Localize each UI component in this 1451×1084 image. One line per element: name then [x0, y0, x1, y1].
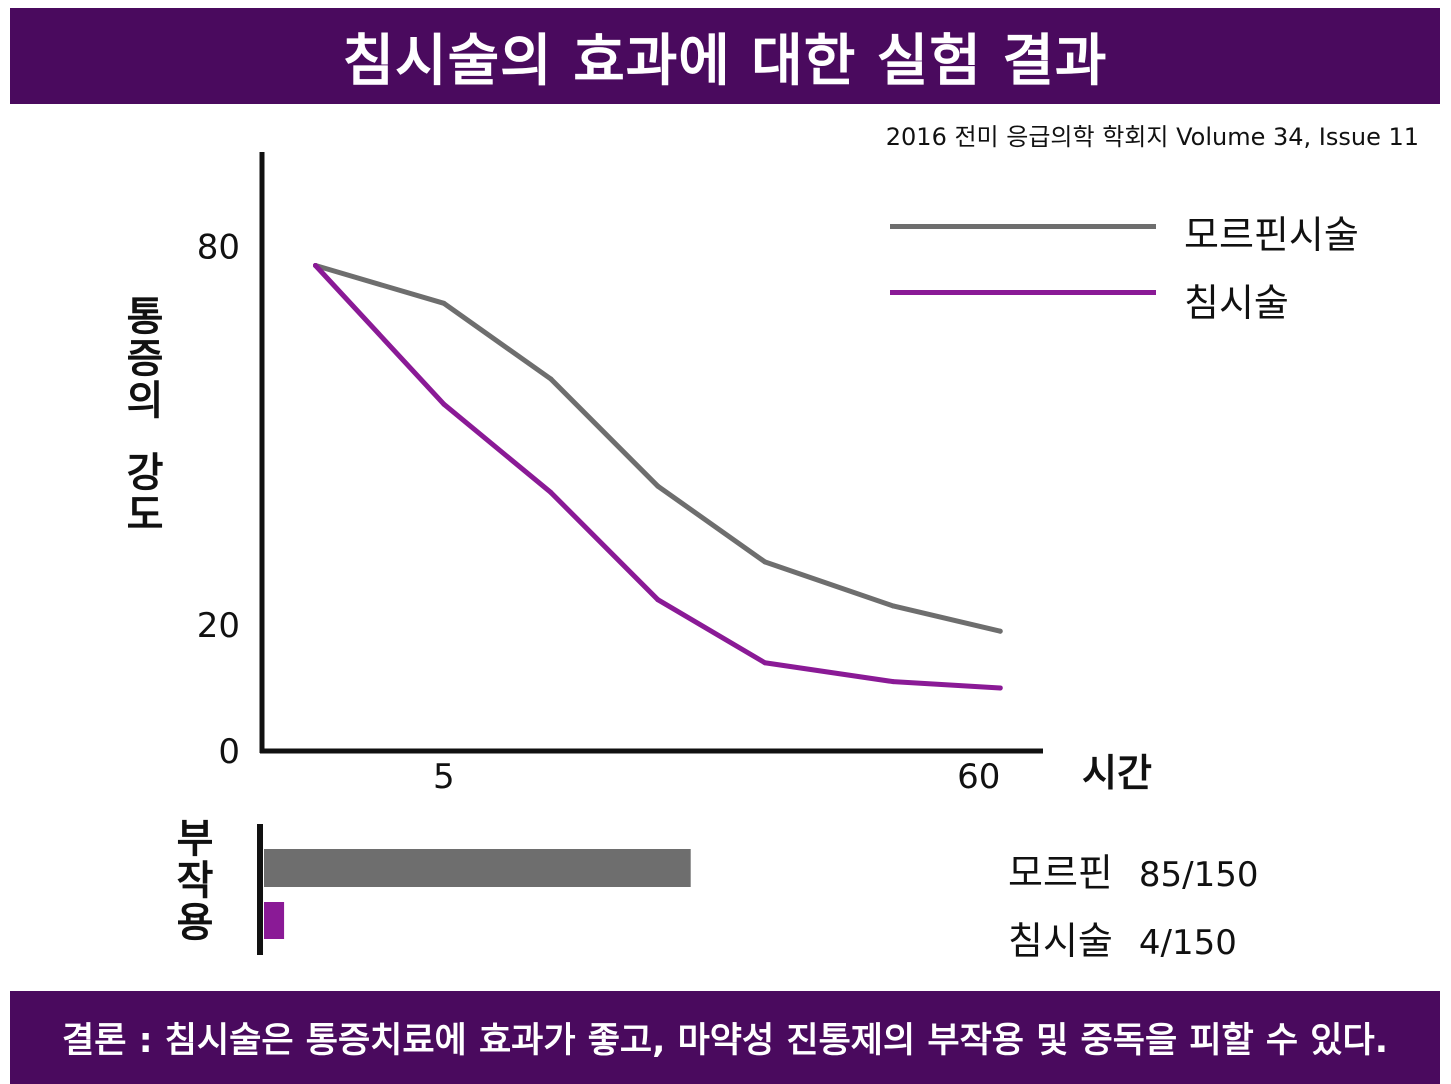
axis-label-char: [120, 422, 170, 452]
data-point: [441, 300, 447, 306]
legend-label-morphine: 모르핀시술: [1184, 213, 1359, 257]
axis-label-char: 의: [126, 378, 164, 424]
legend-swatch-morphine: [890, 224, 1156, 229]
y-tick-label: 80: [197, 228, 240, 268]
data-point: [890, 603, 896, 609]
data-point: [655, 597, 661, 603]
x-axis-label: 시간: [1082, 751, 1152, 795]
data-point: [997, 628, 1003, 634]
side-effect-bar-acupuncture: [264, 902, 285, 939]
title-banner: 침시술의 효과에 대한 실험 결과: [10, 8, 1440, 104]
side-effect-value-acupuncture: 4/150: [1138, 923, 1237, 963]
axis-label-char: 작: [176, 858, 214, 904]
side-effect-category-acupuncture: 침시술: [1008, 919, 1113, 963]
side-effect-value-morphine: 85/150: [1138, 855, 1259, 895]
legend-label-acupuncture: 침시술: [1184, 281, 1289, 325]
data-point: [312, 262, 318, 268]
y-tick-label: 20: [197, 606, 240, 646]
source-citation: 2016 전미 응급의학 학회지 Volume 34, Issue 11: [885, 123, 1419, 151]
side-effect-bar-morphine: [264, 849, 691, 887]
data-point: [997, 685, 1003, 691]
axis-label-char: 통: [126, 294, 164, 340]
side-effect-label-morphine: 모르핀 85/150: [1008, 842, 1259, 897]
data-point: [441, 401, 447, 407]
side-effect-label-acupuncture: 침시술 4/150: [1008, 910, 1237, 965]
x-tick-label: 60: [957, 757, 1000, 797]
y-tick-label: 0: [218, 732, 240, 772]
conclusion-banner: 결론 : 침시술은 통증치료에 효과가 좋고, 마약성 진통제의 부작용 및 중…: [10, 991, 1440, 1084]
axis-label-char: 도: [126, 492, 164, 538]
series-line-morphine: [312, 262, 1003, 634]
axis-label-char: 증: [126, 336, 164, 382]
data-point: [762, 559, 768, 565]
axis-label-char: 용: [176, 900, 214, 946]
line-chart: 0 20 80 5 60 시간: [197, 152, 1152, 797]
data-point: [548, 489, 554, 495]
data-point: [655, 483, 661, 489]
chart-title: 침시술의 효과에 대한 실험 결과: [342, 28, 1108, 94]
axis-label-char: 강: [126, 450, 164, 496]
data-point: [890, 679, 896, 685]
side-effect-category-morphine: 모르핀: [1008, 851, 1113, 895]
data-point: [548, 376, 554, 382]
conclusion-text: 결론 : 침시술은 통증치료에 효과가 좋고, 마약성 진통제의 부작용 및 중…: [62, 1021, 1388, 1061]
data-point: [762, 660, 768, 666]
side-effect-bar-chart: [257, 824, 691, 955]
legend-swatch-acupuncture: [890, 290, 1156, 295]
axis-label-char: 부: [176, 816, 214, 862]
series-line-acupuncture: [312, 262, 1003, 691]
x-tick-label: 5: [433, 757, 455, 797]
